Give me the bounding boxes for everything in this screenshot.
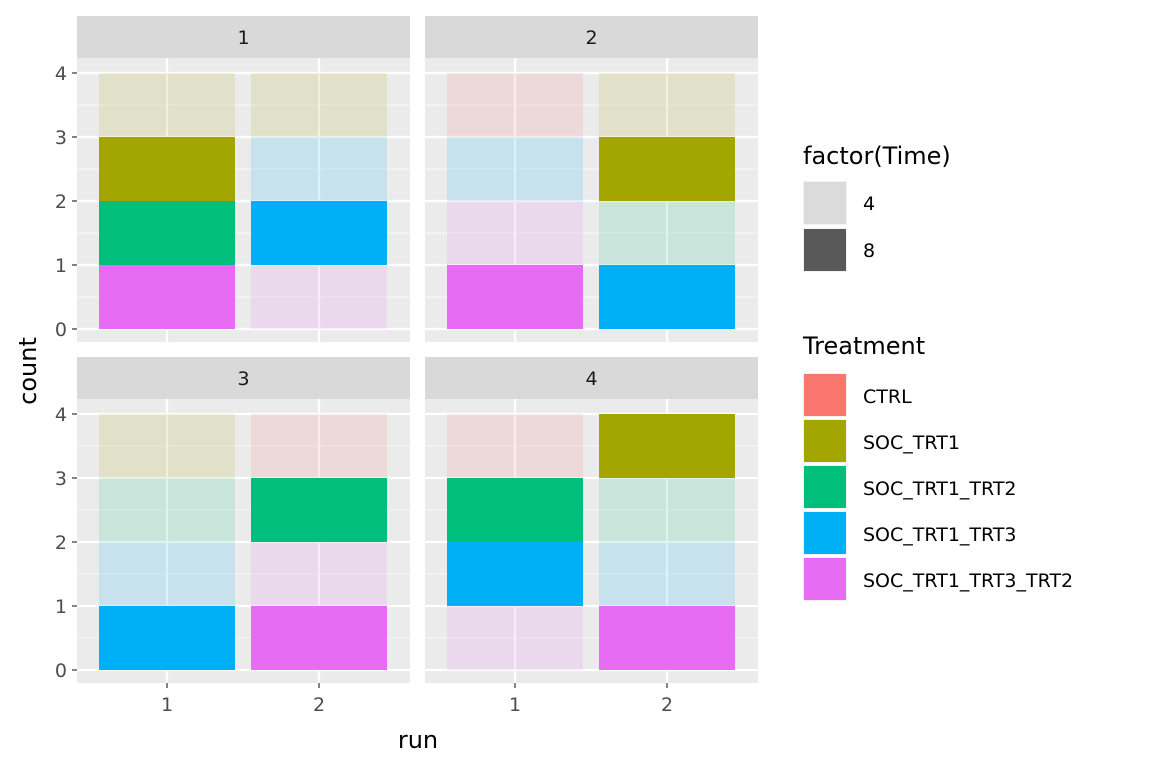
x-axis-title: run: [398, 726, 438, 754]
bar-segment-soc-trt1-trt2: [99, 201, 235, 265]
bar-segment-soc-trt1-trt2: [599, 478, 735, 542]
bar-segment-ctrl: [251, 414, 387, 478]
facet-panel-1: 1 0 1 2 3 4: [55, 16, 410, 342]
bar-segment-soc-trt1-trt2: [447, 478, 583, 542]
bar-segment-soc-trt1-trt3: [251, 201, 387, 265]
legend-label-time-8: 8: [863, 240, 875, 262]
legend: factor(Time) Treatment 4 8 CTRL SOC_TRT1 SOC…: [802, 142, 1073, 601]
legend-title-time: factor(Time): [803, 142, 951, 170]
x-tick-label: 1: [509, 694, 521, 716]
y-tick-label: 0: [55, 660, 67, 682]
legend-key-time-4: [804, 182, 846, 224]
facet-strip: [77, 357, 410, 399]
bar-segment-soc-trt1-trt3: [99, 542, 235, 606]
legend-key-time-8: [804, 229, 846, 271]
bar-segment-soc-trt1-trt3-trt2: [599, 606, 735, 670]
facet-strip-label: 4: [585, 368, 597, 390]
bar-segment-soc-trt1-trt3-trt2: [447, 201, 583, 265]
bar-segment-soc-trt1: [599, 414, 735, 478]
bar-segment-soc-trt1-trt3-trt2: [447, 606, 583, 670]
legend-label-soc-trt1: SOC_TRT1: [863, 432, 960, 454]
bar-segment-soc-trt1: [99, 414, 235, 478]
x-tick-label: 2: [661, 694, 673, 716]
bar-segment-soc-trt1-trt2: [599, 201, 735, 265]
y-tick-label: 2: [55, 532, 67, 554]
facet-strip: [425, 16, 758, 58]
legend-label-time-4: 4: [863, 193, 875, 215]
legend-key-bg: [803, 181, 847, 225]
y-tick-label: 1: [55, 596, 67, 618]
x-tick-label: 2: [313, 694, 325, 716]
legend-key-soc-trt1-trt2: [804, 466, 846, 508]
legend-key-soc-trt1-trt3: [804, 512, 846, 554]
legend-label-soc-trt1-trt3-trt2: SOC_TRT1_TRT3_TRT2: [863, 570, 1073, 592]
y-tick-label: 0: [55, 319, 67, 341]
bar-segment-soc-trt1-trt3: [447, 542, 583, 606]
bar-segment-soc-trt1: [99, 137, 235, 201]
bar-segment-soc-trt1-trt3-trt2: [99, 265, 235, 329]
facet-panels: 1 0 1 2 3 4 2 3 0 1 2 3 4 1 2 4 1 2: [55, 16, 758, 716]
axes: run count: [14, 337, 438, 754]
facet-strip: [425, 357, 758, 399]
bar-segment-soc-trt1-trt3-trt2: [251, 265, 387, 329]
facet-strip-label: 3: [237, 368, 249, 390]
y-tick-label: 2: [55, 191, 67, 213]
legend-label-soc-trt1-trt2: SOC_TRT1_TRT2: [863, 478, 1017, 500]
bar-segment-soc-trt1-trt3-trt2: [251, 606, 387, 670]
y-tick-label: 1: [55, 255, 67, 277]
facet-panel-2: 2: [425, 16, 758, 342]
legend-label-soc-trt1-trt3: SOC_TRT1_TRT3: [863, 524, 1017, 546]
facet-strip-label: 2: [585, 27, 597, 49]
legend-label-ctrl: CTRL: [863, 386, 912, 408]
facet-panel-4: 4 1 2: [425, 357, 758, 716]
y-tick-label: 4: [55, 404, 67, 426]
facet-strip-label: 1: [237, 27, 249, 49]
legend-title-treatment: Treatment: [802, 332, 925, 360]
bar-segment-soc-trt1-trt3: [251, 137, 387, 201]
bar-segment-soc-trt1-trt2: [251, 478, 387, 542]
bar-segment-soc-trt1-trt3: [99, 606, 235, 670]
bar-segment-soc-trt1: [99, 73, 235, 137]
bar-segment-soc-trt1-trt3: [599, 542, 735, 606]
bar-segment-soc-trt1-trt3: [447, 137, 583, 201]
bar-segment-ctrl: [447, 73, 583, 137]
facet-panel-3: 3 0 1 2 3 4 1 2: [55, 357, 410, 716]
facet-strip: [77, 16, 410, 58]
bar-segment-soc-trt1-trt3-trt2: [251, 542, 387, 606]
y-tick-label: 4: [55, 63, 67, 85]
bar-segment-soc-trt1: [599, 137, 735, 201]
y-tick-label: 3: [55, 127, 67, 149]
bar-segment-soc-trt1: [251, 73, 387, 137]
y-axis-title: count: [14, 337, 42, 405]
bar-segment-soc-trt1: [599, 73, 735, 137]
legend-key-soc-trt1-trt3-trt2: [804, 558, 846, 600]
bar-segment-soc-trt1-trt2: [99, 478, 235, 542]
legend-key-soc-trt1: [804, 420, 846, 462]
y-tick-label: 3: [55, 468, 67, 490]
bar-segment-soc-trt1-trt3: [599, 265, 735, 329]
legend-key-ctrl: [804, 374, 846, 416]
x-tick-label: 1: [161, 694, 173, 716]
bar-segment-ctrl: [447, 414, 583, 478]
bar-segment-soc-trt1-trt3-trt2: [447, 265, 583, 329]
